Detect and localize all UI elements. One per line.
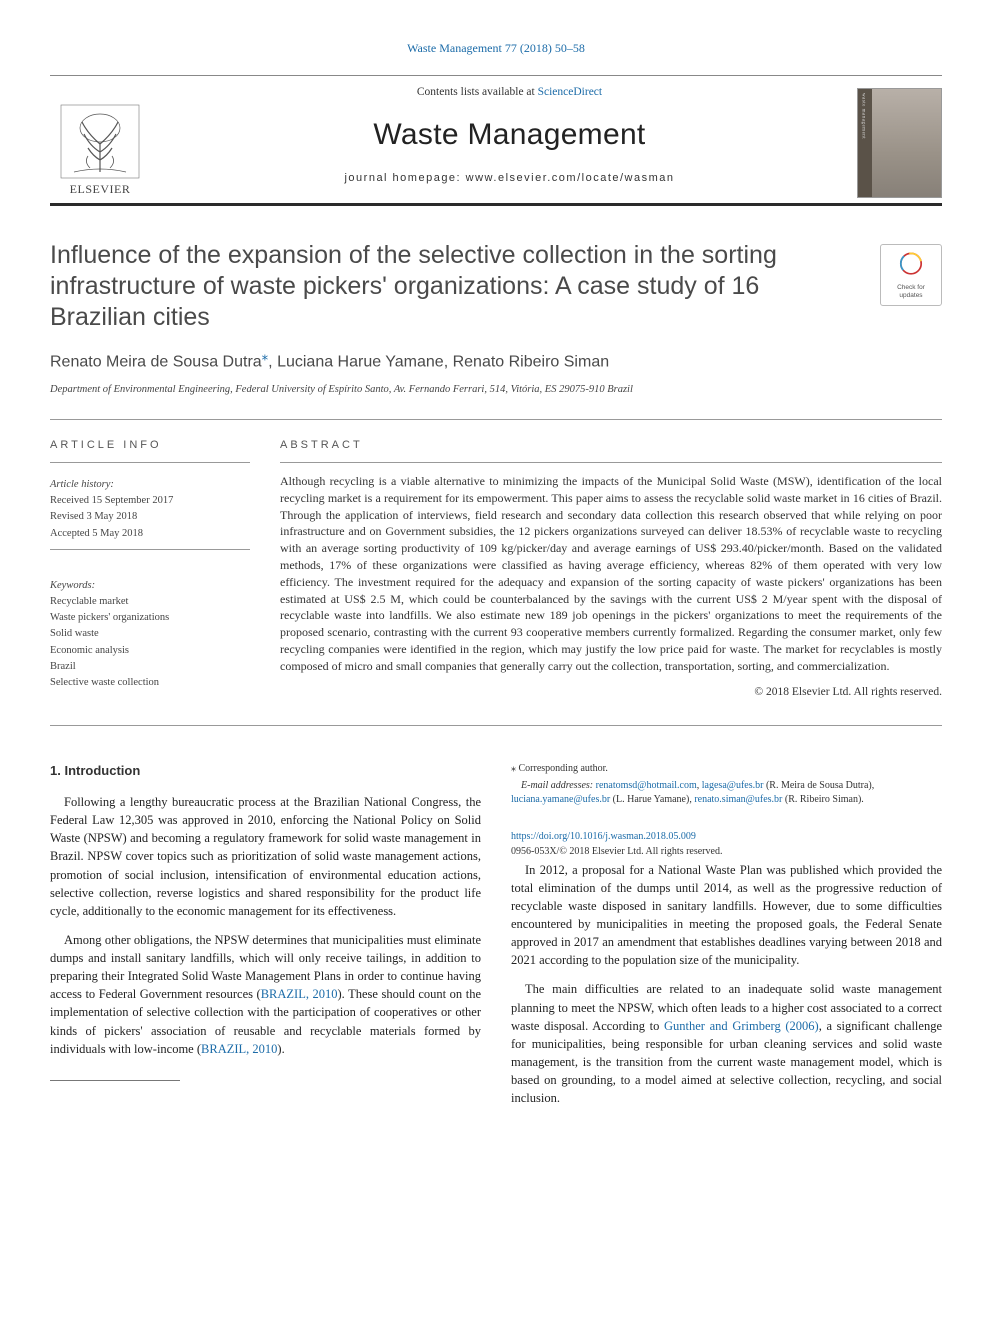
footer-info: https://doi.org/10.1016/j.wasman.2018.05…: [511, 830, 942, 860]
body-columns: 1. Introduction Following a lengthy bure…: [50, 762, 942, 1107]
ref-brazil-2010[interactable]: BRAZIL, 2010: [261, 987, 338, 1001]
citation-line: Waste Management 77 (2018) 50–58: [50, 40, 942, 57]
email-label: E-mail addresses:: [521, 780, 596, 791]
keywords-label: Keywords:: [50, 578, 250, 593]
keyword: Selective waste collection: [50, 675, 250, 690]
article-info-column: ARTICLE INFO Article history: Received 1…: [50, 438, 250, 701]
author-1: Renato Meira de Sousa Dutra: [50, 354, 262, 371]
journal-cover-thumb: waste management: [857, 88, 942, 198]
citation-link[interactable]: Waste Management 77 (2018) 50–58: [407, 41, 585, 55]
corresponding-author-note: ⁎ Corresponding author.: [511, 762, 942, 777]
email-name-3: (R. Ribeiro Siman).: [782, 794, 863, 805]
body-p3: In 2012, a proposal for a National Waste…: [511, 861, 942, 970]
section-1-heading: 1. Introduction: [50, 762, 481, 781]
header-center: Contents lists available at ScienceDirec…: [162, 84, 857, 202]
crossmark-text1: Check for: [897, 284, 925, 291]
email-link-4[interactable]: renato.siman@ufes.br: [694, 794, 782, 805]
keyword: Brazil: [50, 659, 250, 674]
email-addresses: E-mail addresses: renatomsd@hotmail.com,…: [511, 779, 942, 808]
authors-line: Renato Meira de Sousa Dutra⁎, Luciana Ha…: [50, 347, 942, 374]
abstract-text: Although recycling is a viable alternati…: [280, 473, 942, 675]
footnote-separator: [50, 1080, 180, 1081]
footnotes: ⁎ Corresponding author. E-mail addresses…: [511, 762, 942, 808]
ref-gunther-grimberg-2006[interactable]: Gunther and Grimberg (2006): [664, 1019, 819, 1033]
journal-name: Waste Management: [162, 113, 857, 157]
journal-homepage: journal homepage: www.elsevier.com/locat…: [162, 171, 857, 187]
body-p4: The main difficulties are related to an …: [511, 980, 942, 1107]
sciencedirect-link[interactable]: ScienceDirect: [538, 86, 603, 98]
affiliation: Department of Environmental Engineering,…: [50, 382, 942, 397]
authors-rest: , Luciana Harue Yamane, Renato Ribeiro S…: [268, 354, 609, 371]
crossmark-icon: [894, 250, 928, 284]
revised-date: Revised 3 May 2018: [50, 509, 250, 524]
email-link-3[interactable]: luciana.yamane@ufes.br: [511, 794, 610, 805]
received-date: Received 15 September 2017: [50, 493, 250, 508]
journal-header: ELSEVIER Contents lists available at Sci…: [50, 75, 942, 205]
article-info-heading: ARTICLE INFO: [50, 438, 250, 454]
homepage-url: www.elsevier.com/locate/wasman: [466, 172, 675, 184]
email-name-2: (L. Harue Yamane),: [610, 794, 694, 805]
body-p2: Among other obligations, the NPSW determ…: [50, 931, 481, 1058]
accepted-date: Accepted 5 May 2018: [50, 526, 250, 541]
publisher-name: ELSEVIER: [70, 181, 131, 198]
keyword: Economic analysis: [50, 643, 250, 658]
title-row: Influence of the expansion of the select…: [50, 240, 942, 334]
elsevier-logo: ELSEVIER: [50, 88, 150, 198]
contents-available: Contents lists available at ScienceDirec…: [162, 84, 857, 101]
elsevier-tree-icon: [60, 104, 140, 179]
keyword: Recyclable market: [50, 594, 250, 609]
email-link-2[interactable]: lagesa@ufes.br: [702, 780, 764, 791]
body-p1: Following a lengthy bureaucratic process…: [50, 793, 481, 920]
crossmark-badge[interactable]: Check for updates: [880, 244, 942, 306]
keyword: Solid waste: [50, 626, 250, 641]
homepage-prefix: journal homepage:: [344, 172, 465, 184]
history-label: Article history:: [50, 477, 250, 492]
keyword: Waste pickers' organizations: [50, 610, 250, 625]
email-name-1: (R. Meira de Sousa Dutra),: [763, 780, 874, 791]
contents-prefix: Contents lists available at: [417, 86, 538, 98]
article-title: Influence of the expansion of the select…: [50, 240, 860, 334]
body-p2c: ).: [277, 1042, 284, 1056]
abstract-copyright: © 2018 Elsevier Ltd. All rights reserved…: [280, 684, 942, 701]
abstract-column: ABSTRACT Although recycling is a viable …: [280, 438, 942, 701]
abstract-heading: ABSTRACT: [280, 438, 942, 454]
ref-brazil-2010-b[interactable]: BRAZIL, 2010: [201, 1042, 277, 1056]
email-link-1[interactable]: renatomsd@hotmail.com: [596, 780, 697, 791]
issn-copyright: 0956-053X/© 2018 Elsevier Ltd. All right…: [511, 845, 942, 860]
crossmark-text2: updates: [899, 292, 922, 299]
doi-link[interactable]: https://doi.org/10.1016/j.wasman.2018.05…: [511, 831, 696, 842]
info-abstract-row: ARTICLE INFO Article history: Received 1…: [50, 419, 942, 726]
